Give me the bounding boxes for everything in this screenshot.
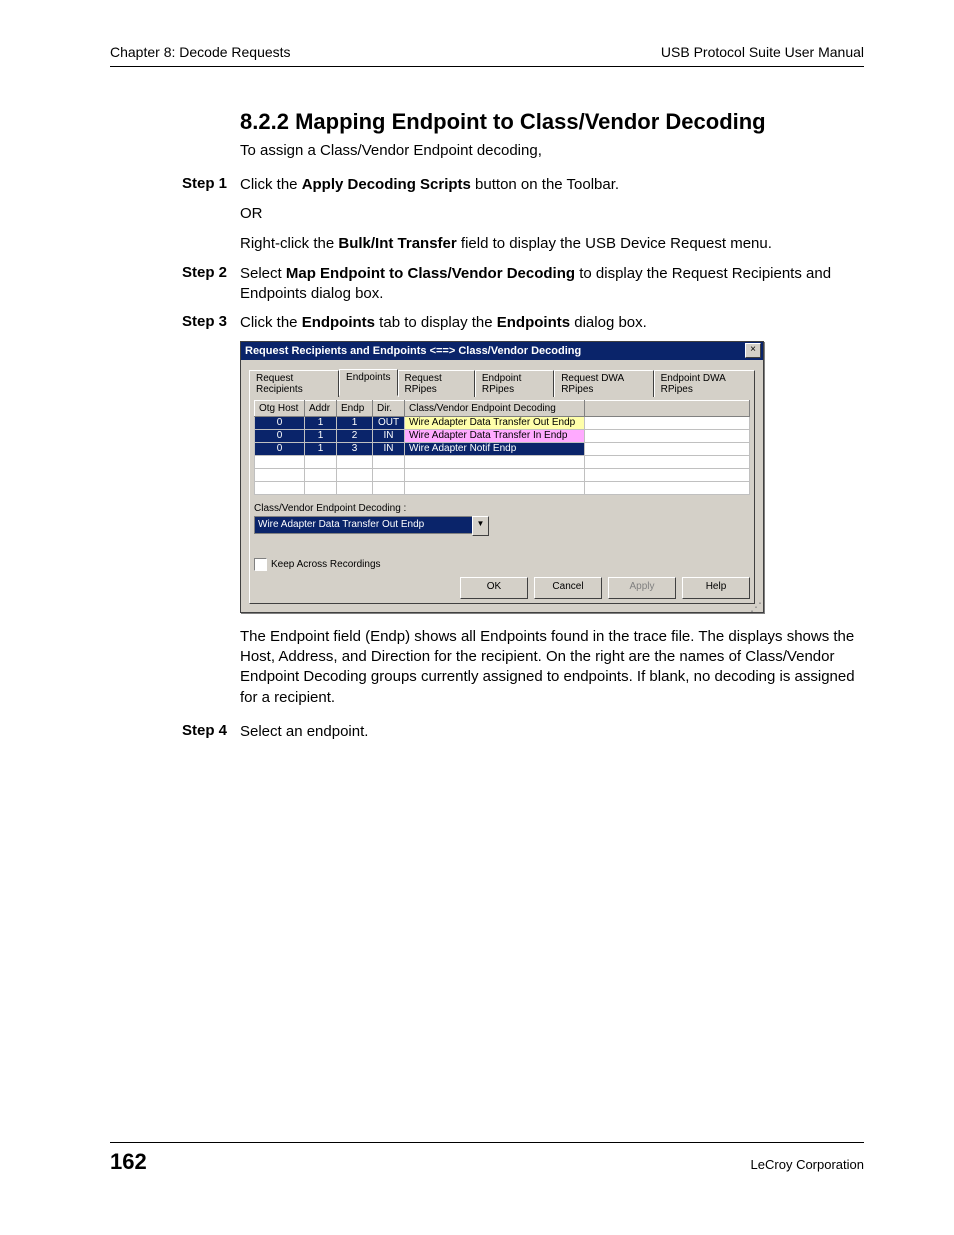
header-rule xyxy=(110,66,864,67)
col-otg-host: Otg Host xyxy=(255,400,305,416)
close-icon[interactable]: × xyxy=(745,343,761,358)
grid-row xyxy=(255,455,750,468)
step-body: Click the Endpoints tab to display the E… xyxy=(240,313,647,333)
header-right: USB Protocol Suite User Manual xyxy=(661,44,864,60)
resize-grip-icon[interactable]: ⋰ xyxy=(750,603,762,611)
decoding-combo[interactable]: Wire Adapter Data Transfer Out Endp ▼ xyxy=(254,516,489,536)
tab-endpoint-dwa-rpipes[interactable]: Endpoint DWA RPipes xyxy=(654,370,755,397)
combo-label: Class/Vendor Endpoint Decoding : xyxy=(254,503,750,514)
section-intro: To assign a Class/Vendor Endpoint decodi… xyxy=(240,141,864,161)
footer-corp: LeCroy Corporation xyxy=(751,1157,864,1172)
endpoints-dialog: Request Recipients and Endpoints <==> Cl… xyxy=(240,341,764,613)
step-2: Step 2 Select Map Endpoint to Class/Vend… xyxy=(240,264,864,305)
step-1-alt: Right-click the Bulk/Int Transfer field … xyxy=(240,234,864,254)
tab-endpoint-rpipes[interactable]: Endpoint RPipes xyxy=(475,370,554,397)
step-body: Select an endpoint. xyxy=(240,722,368,742)
section-heading: 8.2.2 Mapping Endpoint to Class/Vendor D… xyxy=(240,109,864,135)
grid-row[interactable]: 0 1 3 IN Wire Adapter Notif Endp xyxy=(255,442,750,455)
step-label: Step 2 xyxy=(182,264,240,281)
step-body: Click the Apply Decoding Scripts button … xyxy=(240,175,619,195)
dialog-tabstrip: Request Recipients Endpoints Request RPi… xyxy=(249,369,755,396)
step-label: Step 1 xyxy=(182,175,240,192)
grid-row[interactable]: 0 1 1 OUT Wire Adapter Data Transfer Out… xyxy=(255,416,750,429)
tab-request-recipients[interactable]: Request Recipients xyxy=(249,370,339,397)
col-dir: Dir. xyxy=(373,400,405,416)
dialog-titlebar: Request Recipients and Endpoints <==> Cl… xyxy=(241,342,763,360)
page-header: Chapter 8: Decode Requests USB Protocol … xyxy=(110,44,864,60)
step-body: Select Map Endpoint to Class/Vendor Deco… xyxy=(240,264,864,305)
col-addr: Addr xyxy=(305,400,337,416)
apply-button[interactable]: Apply xyxy=(608,577,676,599)
keep-across-checkbox[interactable] xyxy=(254,558,267,571)
dialog-title: Request Recipients and Endpoints <==> Cl… xyxy=(245,345,581,357)
step-3: Step 3 Click the Endpoints tab to displa… xyxy=(240,313,864,333)
header-left: Chapter 8: Decode Requests xyxy=(110,44,291,60)
step-label: Step 4 xyxy=(182,722,240,739)
ok-button[interactable]: OK xyxy=(460,577,528,599)
step-4: Step 4 Select an endpoint. xyxy=(240,722,864,742)
step-label: Step 3 xyxy=(182,313,240,330)
help-button[interactable]: Help xyxy=(682,577,750,599)
chevron-down-icon[interactable]: ▼ xyxy=(472,516,489,536)
keep-across-label: Keep Across Recordings xyxy=(271,559,381,570)
page-footer: 162 LeCroy Corporation xyxy=(110,1142,864,1175)
grid-row[interactable]: 0 1 2 IN Wire Adapter Data Transfer In E… xyxy=(255,429,750,442)
col-decoding: Class/Vendor Endpoint Decoding xyxy=(405,400,585,416)
grid-row xyxy=(255,481,750,494)
step-1-or: OR xyxy=(240,204,864,224)
step-3-followup: The Endpoint field (Endp) shows all Endp… xyxy=(240,627,864,708)
footer-rule xyxy=(110,1142,864,1143)
cancel-button[interactable]: Cancel xyxy=(534,577,602,599)
grid-header: Otg Host Addr Endp Dir. Class/Vendor End… xyxy=(255,400,750,416)
tab-endpoints[interactable]: Endpoints xyxy=(339,369,397,396)
endpoints-grid: Otg Host Addr Endp Dir. Class/Vendor End… xyxy=(254,400,750,495)
page-number: 162 xyxy=(110,1149,147,1175)
step-1: Step 1 Click the Apply Decoding Scripts … xyxy=(240,175,864,195)
tab-request-dwa-rpipes[interactable]: Request DWA RPipes xyxy=(554,370,653,397)
col-endp: Endp xyxy=(337,400,373,416)
grid-row xyxy=(255,468,750,481)
tab-request-rpipes[interactable]: Request RPipes xyxy=(398,370,475,397)
combo-value: Wire Adapter Data Transfer Out Endp xyxy=(254,516,472,534)
